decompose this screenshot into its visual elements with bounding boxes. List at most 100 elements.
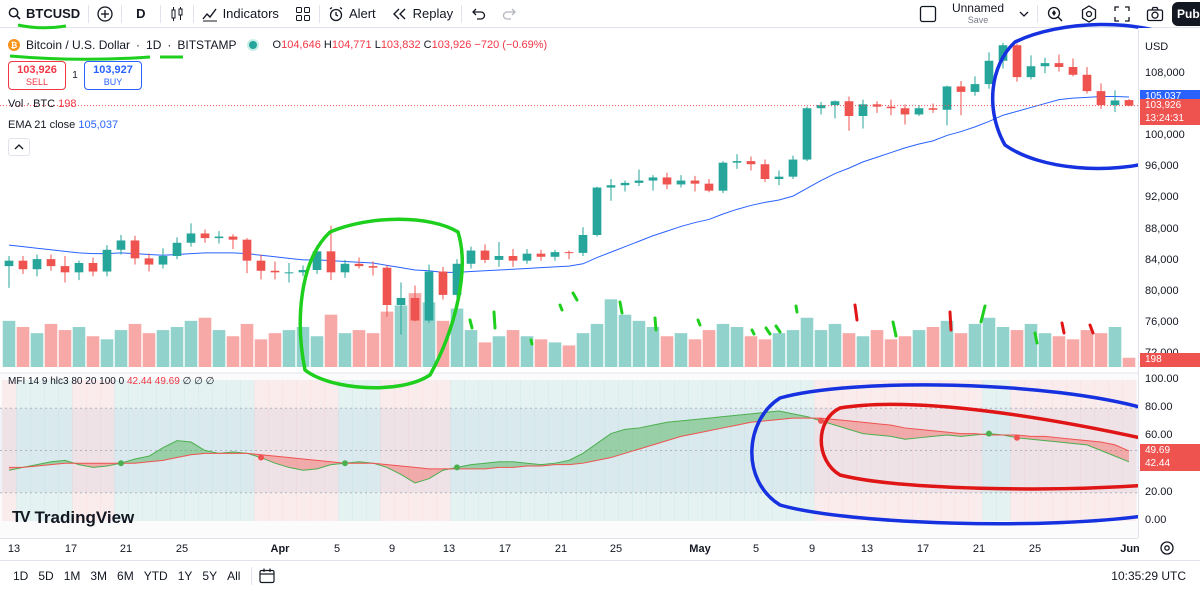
chart-canvas[interactable] [0,28,1138,538]
candle-body[interactable] [802,108,812,160]
candle-body[interactable] [60,266,70,273]
candle-body[interactable] [256,260,266,271]
range-button-5y[interactable]: 5Y [202,568,218,583]
chart-type-button[interactable] [161,0,193,28]
candle-body[interactable] [690,180,700,184]
candle-body[interactable] [606,185,616,188]
candle-body[interactable] [298,270,308,273]
candle-body[interactable] [130,240,140,259]
quick-search-button[interactable] [1038,0,1072,28]
candle-body[interactable] [956,86,966,92]
candle-body[interactable] [424,271,434,321]
candle-body[interactable] [536,253,546,257]
undo-button[interactable] [462,0,494,28]
replay-button[interactable]: Replay [384,0,461,28]
candle-body[interactable] [480,250,490,260]
candle-body[interactable] [634,180,644,183]
range-button-ytd[interactable]: YTD [143,568,168,583]
range-button-1d[interactable]: 1D [13,568,29,583]
candle-body[interactable] [1054,63,1064,67]
candle-body[interactable] [228,236,238,240]
candle-body[interactable] [1096,91,1106,106]
candle-body[interactable] [214,236,224,239]
candle-body[interactable] [396,298,406,305]
candle-body[interactable] [18,260,28,270]
candle-body[interactable] [88,263,98,272]
candle-body[interactable] [648,177,658,181]
candle-body[interactable] [158,256,168,265]
alert-button[interactable]: Alert [320,0,384,28]
range-button-1m[interactable]: 1M [63,568,81,583]
candle-body[interactable] [1082,74,1092,92]
candle-body[interactable] [550,252,560,257]
candle-body[interactable] [242,239,252,261]
candle-body[interactable] [382,267,392,305]
candle-body[interactable] [564,252,574,254]
candle-body[interactable] [102,249,112,272]
candle-body[interactable] [662,177,672,185]
candle-body[interactable] [760,164,770,179]
candle-body[interactable] [718,162,728,191]
symbol-search[interactable]: BTCUSD [0,0,88,28]
redo-button[interactable] [494,0,526,28]
range-button-all[interactable]: All [227,568,241,583]
price-axis[interactable]: USD 108,000104,000100,00096,00092,00088,… [1138,28,1200,538]
candle-body[interactable] [312,251,322,270]
candle-body[interactable] [438,271,448,295]
candle-body[interactable] [788,159,798,177]
candle-body[interactable] [914,108,924,115]
candle-body[interactable] [452,263,462,295]
candle-body[interactable] [1068,67,1078,75]
layout-selector[interactable]: Unnamed Save [911,0,1037,28]
candle-body[interactable] [732,161,742,163]
candle-body[interactable] [326,251,336,273]
candle-body[interactable] [1110,100,1120,106]
candle-body[interactable] [116,240,126,250]
candle-body[interactable] [886,106,896,109]
range-button-3m[interactable]: 3M [90,568,108,583]
candle-body[interactable] [494,256,504,260]
candle-body[interactable] [1026,66,1036,78]
candle-body[interactable] [844,101,854,116]
indicators-button[interactable]: Indicators [194,0,287,28]
candle-body[interactable] [592,187,602,235]
candle-body[interactable] [1012,45,1022,78]
candle-body[interactable] [32,259,42,270]
candle-body[interactable] [774,176,784,179]
candle-body[interactable] [942,86,952,110]
symbol-title[interactable]: Bitcoin / U.S. Dollar [26,38,131,52]
chart-settings-gear-icon[interactable] [1158,539,1176,557]
candle-body[interactable] [746,161,756,165]
tradingview-logo[interactable]: TV TradingView [12,508,134,528]
candle-body[interactable] [1040,63,1050,67]
layouts-button[interactable] [287,0,319,28]
candle-body[interactable] [144,258,154,265]
candle-body[interactable] [508,256,518,261]
candle-body[interactable] [186,233,196,243]
candle-body[interactable] [1124,100,1134,106]
candle-body[interactable] [4,260,14,267]
publish-button[interactable]: Pub [1172,2,1200,26]
range-button-1y[interactable]: 1Y [177,568,193,583]
range-button-6m[interactable]: 6M [117,568,134,583]
candle-body[interactable] [200,233,210,239]
buy-button[interactable]: 103,927 BUY [84,61,142,90]
candle-body[interactable] [816,105,826,109]
snapshot-button[interactable] [1138,0,1172,28]
candle-body[interactable] [900,108,910,115]
compare-button[interactable] [89,0,121,28]
candle-body[interactable] [984,60,994,85]
sell-button[interactable]: 103,926 SELL [8,61,66,90]
volume-legend[interactable]: Vol · BTC 198 [8,98,77,110]
interval-button[interactable]: D [122,0,159,28]
candle-body[interactable] [970,84,980,92]
candle-body[interactable] [270,270,280,273]
candle-body[interactable] [830,101,840,106]
candle-body[interactable] [704,183,714,191]
candle-body[interactable] [46,259,56,267]
candle-body[interactable] [466,250,476,264]
candle-body[interactable] [410,298,420,321]
candle-body[interactable] [676,180,686,185]
mfi-legend[interactable]: MFI 14 9 hlc3 80 20 100 0 42.44 49.69 ∅ … [8,376,214,387]
candle-body[interactable] [928,108,938,110]
